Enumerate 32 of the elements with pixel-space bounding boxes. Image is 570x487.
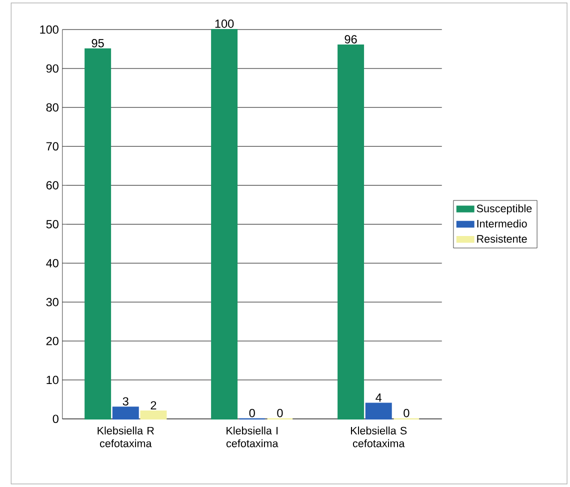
data-label: 100	[215, 20, 234, 28]
data-label: 0	[277, 408, 283, 418]
data-label: 96	[344, 35, 357, 44]
y-tick-label: 30	[46, 298, 58, 306]
y-tick-label: 0	[52, 414, 58, 424]
data-label: 3	[122, 397, 128, 406]
y-tick-label: 80	[46, 103, 58, 112]
legend-label: Susceptible	[476, 204, 532, 214]
legend-label: Resistente	[477, 234, 527, 243]
y-tick-label: 70	[46, 142, 58, 151]
bar	[112, 406, 139, 420]
bar	[211, 29, 238, 420]
y-tick-label: 40	[46, 259, 58, 268]
y-tick-label: 60	[46, 181, 58, 190]
bar	[365, 402, 392, 420]
bar	[84, 48, 112, 420]
y-tick-label: 10	[46, 376, 58, 384]
data-label: 95	[92, 39, 104, 48]
x-tick-label: Klebsiella S cefotaxima	[350, 426, 407, 448]
data-label: 4	[376, 394, 382, 402]
data-label: 0	[249, 408, 255, 418]
data-label: 0	[404, 408, 410, 418]
x-tick-label: Klebsiella I cefotaxima	[226, 426, 278, 448]
y-tick-label: 90	[46, 64, 58, 73]
bar	[140, 410, 167, 420]
legend-label: Intermedio	[477, 220, 527, 228]
bar	[338, 44, 364, 420]
data-label: 2	[150, 401, 156, 410]
y-tick-label: 100	[40, 25, 58, 34]
y-tick-label: 20	[46, 336, 58, 346]
x-tick-label: Klebsiella R cefotaxima	[98, 426, 154, 448]
y-tick-label: 50	[46, 220, 58, 228]
